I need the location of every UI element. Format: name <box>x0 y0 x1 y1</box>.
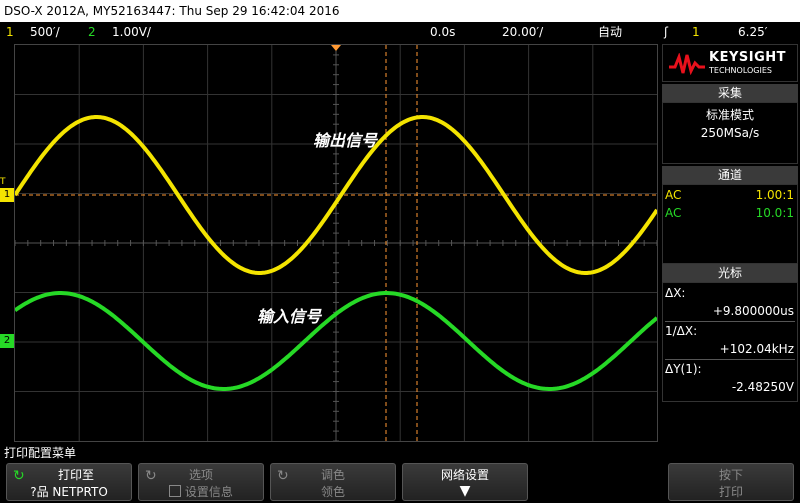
acquire-mode: 标准模式 <box>705 108 754 122</box>
keysight-wave-icon <box>669 53 705 75</box>
press-label: 按下 <box>718 468 743 482</box>
ch2-number[interactable]: 2 <box>88 25 96 39</box>
ch1-ground-marker[interactable]: 1 <box>0 188 14 202</box>
ch1-number[interactable]: 1 <box>6 25 14 39</box>
time-offset[interactable]: 0.0s <box>430 25 456 39</box>
ch1-coupling: AC <box>665 188 682 202</box>
menu-title: 打印配置菜单 <box>4 446 77 460</box>
cursor-header[interactable]: 光标 <box>662 264 798 282</box>
setup-info-option[interactable]: 设置信息 <box>139 483 263 500</box>
print-to-softkey[interactable]: ↻ 打印至 ?品 NETPRTO <box>6 463 132 501</box>
input-signal-label: 输入信号 <box>257 307 322 326</box>
trigger-mode[interactable]: 自动 <box>598 25 623 39</box>
sample-rate: 250MSa/s <box>700 126 760 140</box>
delta-x-label: ΔX: <box>665 286 686 300</box>
trigger-level[interactable]: 6.25′ <box>738 25 768 39</box>
ch1-scale[interactable]: 500′/ <box>30 25 60 39</box>
rotate-knob-icon: ↻ <box>277 468 289 484</box>
ch2-scale[interactable]: 1.00V/ <box>112 25 151 39</box>
trigger-position-marker <box>331 45 341 51</box>
ch2-probe: 10.0:1 <box>755 206 794 220</box>
palette-value: 领色 <box>320 485 345 499</box>
trigger-source[interactable]: 1 <box>692 25 700 39</box>
brand-sub: TECHNOLOGIES <box>709 66 772 75</box>
setup-info-label: 设置信息 <box>184 485 233 499</box>
printer-name: NETPRTO <box>52 485 108 499</box>
trigger-level-marker[interactable]: T <box>0 177 6 187</box>
ch1-probe: 1.00:1 <box>755 188 794 202</box>
cursor-panel: ΔX: +9.800000us 1/ΔX: +102.04kHz ΔY(1): … <box>662 282 798 402</box>
window-title: DSO-X 2012A, MY52163447: Thu Sep 29 16:4… <box>0 0 800 22</box>
palette-softkey[interactable]: ↻ 调色 领色 <box>270 463 396 501</box>
print-to-value: ?品 NETPRTO <box>7 483 131 500</box>
delta-y-value: -2.48250V <box>731 380 794 394</box>
delta-y-label: ΔY(1): <box>665 362 702 376</box>
inv-delta-x-label: 1/ΔX: <box>665 324 698 338</box>
network-settings-softkey[interactable]: 网络设置 ▼ <box>402 463 528 501</box>
rotate-knob-icon: ↻ <box>13 468 25 484</box>
brand-name: KEYSIGHT <box>709 50 786 65</box>
network-settings-label: 网络设置 <box>440 468 489 482</box>
trigger-edge-icon: ʃ <box>664 25 669 39</box>
ch2-coupling: AC <box>665 206 682 220</box>
submenu-arrow-icon: ▼ <box>459 483 471 499</box>
ch2-input-waveform <box>15 291 657 391</box>
network-icon: ?品 <box>30 485 49 499</box>
delta-x-value: +9.800000us <box>712 304 794 318</box>
palette-label: 调色 <box>320 468 345 482</box>
ch2-ground-marker[interactable]: 2 <box>0 334 14 348</box>
status-bar: 1 500′/ 2 1.00V/ 0.0s 20.00′/ 自动 ʃ 1 6.2… <box>0 22 800 42</box>
acquire-header[interactable]: 采集 <box>662 84 798 102</box>
acquire-panel: 标准模式 250MSa/s <box>662 102 798 164</box>
options-softkey[interactable]: ↻ 选项 设置信息 <box>138 463 264 501</box>
output-signal-label: 输出信号 <box>313 131 378 150</box>
press-to-print-softkey[interactable]: 按下 打印 <box>668 463 794 501</box>
channel-header[interactable]: 通道 <box>662 166 798 184</box>
keysight-logo: KEYSIGHT TECHNOLOGIES <box>662 44 798 82</box>
rotate-knob-icon: ↻ <box>145 468 157 484</box>
inv-delta-x-value: +102.04kHz <box>719 342 794 356</box>
setup-info-checkbox[interactable] <box>169 485 182 497</box>
print-label: 打印 <box>718 485 743 499</box>
waveform-display[interactable]: 输出信号 输入信号 <box>14 44 658 442</box>
ch1-output-waveform <box>15 115 657 275</box>
graticule <box>15 45 657 441</box>
channel-panel: AC 1.00:1 AC 10.0:1 <box>662 184 798 264</box>
print-to-label: 打印至 <box>57 468 94 482</box>
info-panel: KEYSIGHT TECHNOLOGIES 采集 标准模式 250MSa/s 通… <box>660 44 800 442</box>
options-label: 选项 <box>188 468 213 482</box>
time-scale[interactable]: 20.00′/ <box>502 25 544 39</box>
